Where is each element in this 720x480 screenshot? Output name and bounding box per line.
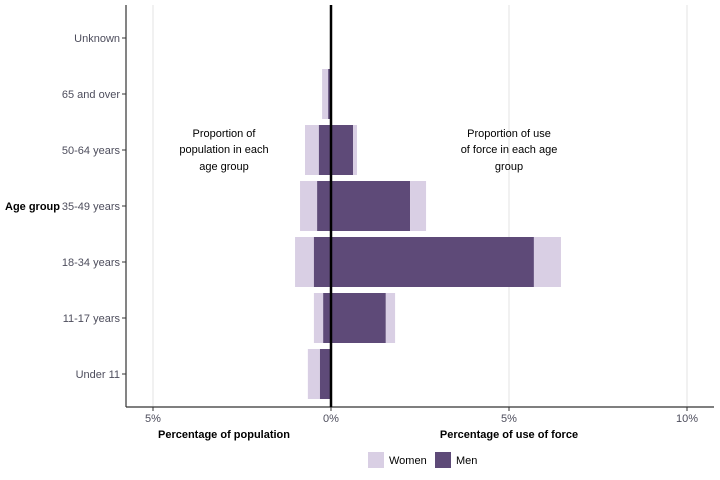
bar-population-men bbox=[323, 293, 331, 343]
bar-population-women bbox=[305, 125, 319, 175]
bar-population-women bbox=[313, 293, 324, 343]
annotation-right-line3: group bbox=[495, 161, 523, 173]
y-tick-label: 35-49 years bbox=[62, 201, 121, 213]
bar-population-men bbox=[317, 181, 331, 231]
bar-population-women bbox=[300, 181, 318, 231]
y-tick-label: 65 and over bbox=[62, 89, 120, 101]
annotation-left-line1: Proportion of bbox=[193, 128, 257, 140]
bar-force-women bbox=[353, 125, 357, 175]
x-axis-title-right: Percentage of use of force bbox=[440, 429, 578, 441]
x-tick-label: 5% bbox=[501, 413, 517, 425]
bar-force-women bbox=[385, 293, 396, 343]
bar-force-women bbox=[410, 181, 427, 231]
bar-force-women bbox=[533, 237, 561, 287]
annotation-left-line2: population in each bbox=[179, 144, 268, 156]
bar-population-women bbox=[295, 237, 314, 287]
bar-force-men bbox=[331, 237, 534, 287]
annotation-right-line1: Proportion of use bbox=[467, 128, 551, 140]
annotation-right-line2: of force in each age bbox=[461, 144, 558, 156]
x-tick-label: 10% bbox=[676, 413, 698, 425]
legend-swatch-women bbox=[368, 452, 384, 468]
bar-population-women bbox=[322, 69, 329, 119]
bar-population-men bbox=[313, 237, 331, 287]
bar-population-women bbox=[307, 349, 320, 399]
bar-force-men bbox=[331, 293, 386, 343]
y-tick-label: Under 11 bbox=[76, 369, 120, 381]
x-axis-title-left: Percentage of population bbox=[158, 429, 290, 441]
annotation-left-line3: age group bbox=[199, 161, 249, 173]
x-tick-label: 5% bbox=[145, 413, 161, 425]
x-tick-label: 0% bbox=[323, 413, 339, 425]
legend-swatch-men bbox=[435, 452, 451, 468]
bar-force-men bbox=[331, 125, 354, 175]
y-tick-label: 50-64 years bbox=[62, 145, 121, 157]
legend-label-men: Men bbox=[456, 455, 477, 467]
y-tick-label: 18-34 years bbox=[62, 257, 121, 269]
y-tick-label: Unknown bbox=[74, 33, 120, 45]
bar-population-men bbox=[328, 69, 331, 119]
bar-population-men bbox=[319, 349, 331, 399]
y-tick-label: 11-17 years bbox=[63, 313, 121, 325]
legend-label-women: Women bbox=[389, 455, 427, 467]
legend: Women Men bbox=[368, 452, 477, 468]
y-axis-title: Age group bbox=[5, 201, 60, 213]
bar-population-men bbox=[318, 125, 331, 175]
bar-force-men bbox=[331, 181, 411, 231]
